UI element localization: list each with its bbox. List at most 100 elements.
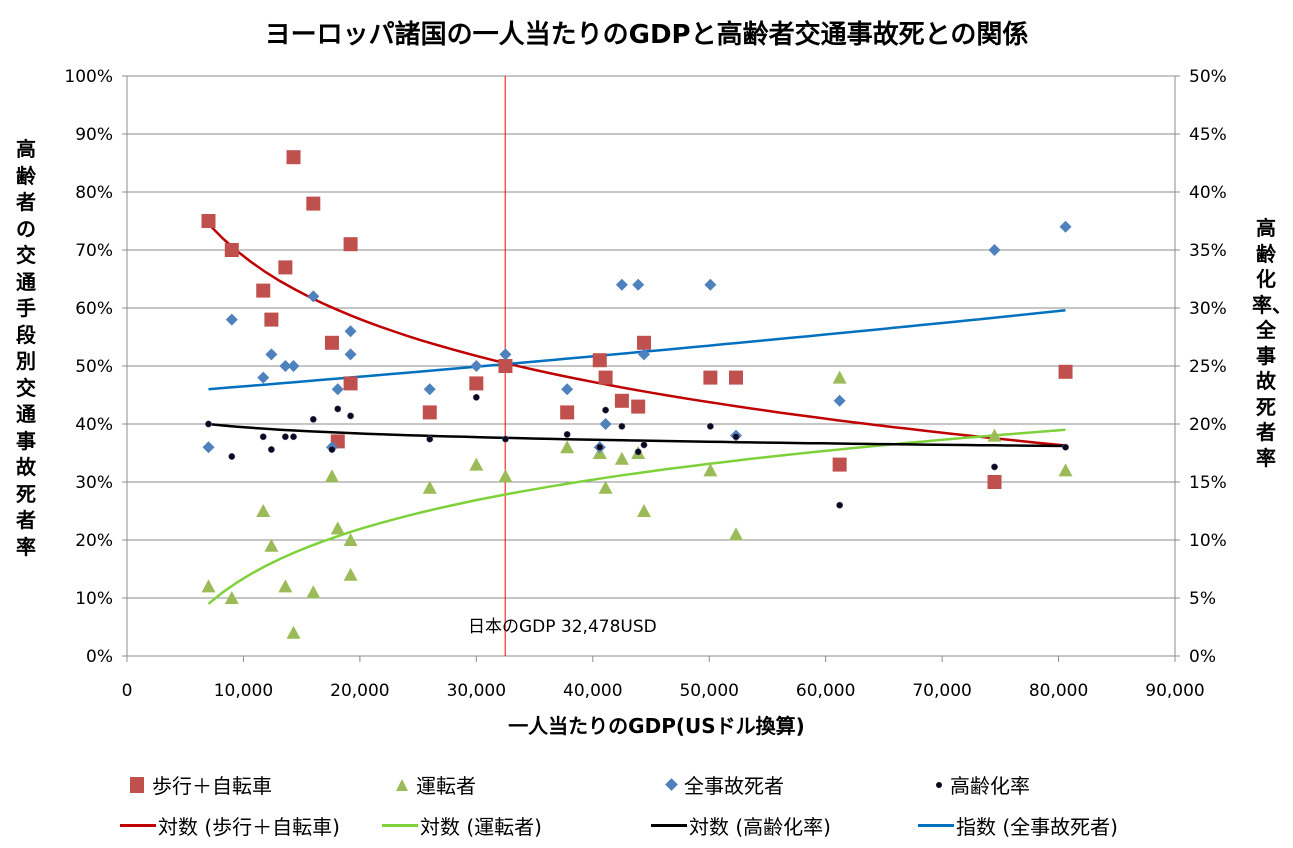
aging-rate-point [228, 453, 236, 460]
driver-point [422, 480, 437, 494]
y-axis-right-label: 高齢化率、全事故死者率 [1252, 216, 1292, 470]
x-tick-label: 20,000 [330, 681, 389, 700]
blue-line-icon [918, 824, 954, 827]
driver-point [832, 370, 847, 384]
all-deaths-point [1059, 220, 1072, 233]
all-deaths-point [344, 348, 357, 361]
x-axis-label: 一人当たりのGDP(USドル換算) [508, 714, 805, 738]
walk-bike-point [703, 370, 718, 385]
legend-label: 運転者 [416, 774, 476, 798]
driver-point [343, 533, 358, 546]
y-right-tick-label: 35% [1189, 241, 1227, 261]
y-right-tick-label: 20% [1189, 415, 1227, 435]
y-right-tick-label: 45% [1189, 125, 1227, 145]
all-deaths-point [615, 278, 628, 291]
driver-point [598, 480, 613, 494]
trendline [207, 428, 1066, 605]
driver-point [330, 521, 345, 535]
plot-area: 0% 0% 10% 5% 20% 10% 30% 15% 40% 20% 50% 25% 60% 30% 7… [64, 67, 1227, 700]
walk-bike-point [343, 376, 358, 391]
walk-bike-point [832, 457, 847, 472]
legend-item-walk-bike: 歩行＋自転車 [130, 770, 272, 799]
legend-label: 指数 (全事故死者) [956, 815, 1118, 839]
x-tick-label: 30,000 [447, 681, 506, 700]
legend-label: 高齢化率 [950, 774, 1030, 798]
driver-point [286, 625, 301, 639]
square-marker-icon [130, 776, 144, 793]
all-deaths-point [265, 348, 278, 361]
x-tick-label: 10,000 [214, 681, 273, 700]
walk-bike-point [256, 283, 271, 298]
y-left-tick-label: 40% [75, 415, 113, 435]
all-deaths-point [988, 244, 1001, 256]
y-left-tick-label: 90% [75, 125, 113, 145]
y-left-tick-label: 60% [75, 299, 113, 319]
y-left-tick-label: 20% [75, 531, 113, 551]
driver-point [469, 457, 484, 471]
driver-point [264, 538, 279, 552]
y-left-tick-label: 50% [75, 357, 113, 377]
aging-rate-point [640, 441, 648, 449]
all-deaths-point [202, 441, 215, 454]
all-deaths-point [423, 383, 436, 396]
all-deaths-point [704, 278, 717, 291]
aging-rate-point [991, 463, 998, 471]
walk-bike-point [560, 405, 575, 420]
y-right-tick-label: 5% [1189, 589, 1216, 609]
x-tick-label: 70,000 [912, 681, 971, 700]
driver-point [343, 567, 358, 581]
driver-point [498, 469, 513, 483]
x-tick-label: 40,000 [563, 681, 622, 700]
walk-bike-point [264, 312, 279, 327]
driver-point [306, 585, 321, 599]
x-tick-label: 50,000 [679, 681, 738, 700]
chart-title: ヨーロッパ諸国の一人当たりのGDPと高齢者交通事故死との関係 [264, 20, 1029, 50]
aging-rate-point [732, 433, 740, 441]
all-deaths-point [279, 360, 292, 372]
x-tick-label: 80,000 [1029, 681, 1088, 700]
y-right-tick-label: 10% [1189, 531, 1227, 551]
legend-item-trend-driver: 対数 (運転者) [382, 811, 542, 840]
walk-bike-point [324, 335, 339, 350]
x-tick-label: 0 [122, 681, 133, 700]
all-deaths-point [225, 313, 238, 326]
legend-label: 歩行＋自転車 [152, 774, 272, 798]
y-left-tick-label: 30% [75, 473, 113, 493]
aging-rate-point [267, 446, 275, 453]
y-right-tick-label: 0% [1189, 647, 1216, 667]
legend-item-trend-aging: 対数 (高齢化率) [651, 811, 831, 840]
aging-rate-point [328, 446, 336, 453]
all-deaths-point [470, 360, 483, 372]
y-right-tick-label: 25% [1189, 357, 1227, 377]
all-deaths-point [599, 418, 612, 430]
legend-label: 対数 (運転者) [420, 815, 542, 839]
walk-bike-point [469, 376, 484, 391]
all-deaths-point [638, 348, 651, 361]
aging-rate-point [259, 433, 267, 441]
walk-bike-point [592, 353, 607, 368]
aging-rate-point [334, 405, 342, 413]
aging-rate-point [706, 422, 714, 430]
y-left-tick-label: 80% [75, 183, 113, 203]
legend-item-trend-all-deaths: 指数 (全事故死者) [918, 811, 1118, 840]
aging-rate-point [281, 433, 289, 441]
all-deaths-point [561, 383, 574, 396]
y-left-tick-label: 100% [64, 67, 113, 87]
aging-rate-point [563, 430, 571, 438]
aging-rate-point [634, 448, 642, 456]
driver-point [256, 504, 271, 517]
driver-point [729, 527, 744, 541]
driver-point [614, 451, 629, 465]
dot-marker-icon [936, 781, 942, 788]
legend-label: 全事故死者 [684, 774, 784, 798]
driver-point [278, 579, 293, 593]
y-right-tick-label: 30% [1189, 299, 1227, 319]
y-left-tick-label: 0% [86, 647, 113, 667]
y-right-tick-label: 15% [1189, 473, 1227, 493]
legend-item-aging-rate: 高齢化率 [936, 770, 1030, 799]
walk-bike-point [598, 370, 613, 385]
all-deaths-point [257, 371, 270, 384]
trendline [208, 422, 1066, 448]
all-deaths-point [833, 394, 846, 407]
walk-bike-point [306, 196, 321, 211]
